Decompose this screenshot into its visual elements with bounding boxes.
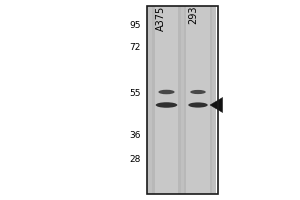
Text: 28: 28 bbox=[130, 156, 141, 164]
Text: 293: 293 bbox=[188, 6, 199, 24]
Bar bbox=[184, 6, 212, 194]
Text: A375: A375 bbox=[155, 6, 166, 31]
Bar bbox=[155, 6, 178, 194]
Bar bbox=[186, 6, 210, 194]
Text: 55: 55 bbox=[130, 90, 141, 98]
Polygon shape bbox=[210, 97, 223, 113]
Text: 95: 95 bbox=[130, 21, 141, 30]
Ellipse shape bbox=[156, 102, 177, 108]
Ellipse shape bbox=[188, 102, 208, 108]
Text: 72: 72 bbox=[130, 44, 141, 52]
Ellipse shape bbox=[158, 90, 175, 94]
Ellipse shape bbox=[190, 90, 206, 94]
Bar bbox=[147, 6, 216, 194]
Bar bbox=[152, 6, 181, 194]
Bar bbox=[147, 6, 218, 194]
Text: 36: 36 bbox=[130, 132, 141, 140]
